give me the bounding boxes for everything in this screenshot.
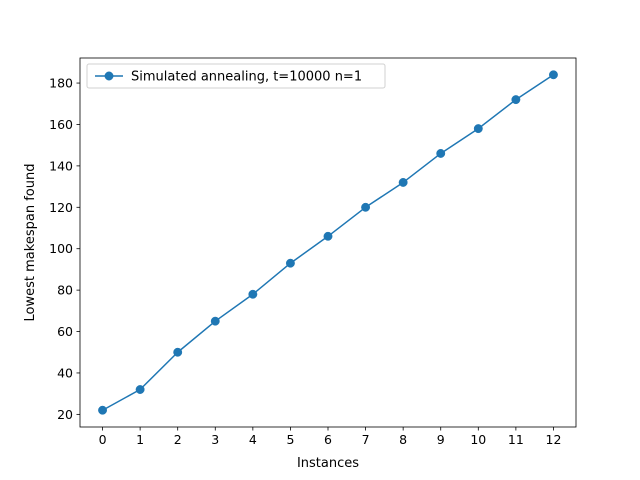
- data-point: [511, 95, 521, 105]
- data-point: [323, 231, 333, 241]
- legend-frame: [86, 63, 386, 89]
- y-tick-label: 160: [49, 117, 73, 132]
- x-tick-label: 2: [174, 432, 182, 447]
- x-tick-label: 3: [211, 432, 219, 447]
- y-axis: 20 40 60 80 100 120 140 160 180: [49, 76, 80, 422]
- y-tick-label: 100: [49, 241, 73, 256]
- x-tick-label: 12: [546, 432, 562, 447]
- data-point: [173, 347, 183, 357]
- data-point: [473, 124, 483, 134]
- x-tick-label: 6: [324, 432, 332, 447]
- data-point: [436, 149, 446, 158]
- data-point: [549, 70, 558, 80]
- y-tick-label: 60: [57, 324, 73, 339]
- x-tick-label: 7: [362, 432, 370, 447]
- x-tick-label: 5: [286, 432, 294, 447]
- x-tick-label: 0: [99, 432, 107, 447]
- plot-area: [79, 57, 577, 428]
- y-tick-label: 80: [57, 283, 73, 298]
- data-point: [248, 289, 258, 299]
- x-tick-label: 10: [470, 432, 486, 447]
- y-tick-label: 140: [49, 158, 73, 173]
- y-axis-label: Lowest makespan found: [23, 164, 38, 322]
- series-layer: [98, 70, 558, 415]
- data-point: [285, 258, 295, 268]
- y-tick-label: 20: [57, 407, 73, 422]
- plot-frame: [79, 57, 577, 428]
- x-tick-label: 11: [508, 432, 524, 447]
- y-tick-label: 40: [57, 365, 73, 380]
- data-point: [135, 385, 145, 394]
- legend-marker: [104, 71, 114, 81]
- y-tick-label: 180: [49, 76, 73, 91]
- x-tick-label: 8: [399, 432, 407, 447]
- data-point: [98, 405, 107, 415]
- x-axis-label: Instances: [297, 456, 359, 471]
- legend: Simulated annealing, t=10000 n=1: [86, 63, 386, 89]
- x-tick-label: 4: [249, 432, 257, 447]
- legend-label: Simulated annealing, t=10000 n=1: [131, 70, 362, 85]
- data-point: [361, 202, 371, 212]
- x-tick-label: 1: [136, 432, 144, 447]
- x-tick-label: 9: [437, 432, 445, 447]
- data-point: [398, 177, 408, 187]
- y-tick-label: 120: [49, 200, 73, 215]
- data-point: [210, 316, 220, 326]
- x-axis: 0 1 2 3 4 5 6 7 8 9 10 11 12: [99, 427, 562, 447]
